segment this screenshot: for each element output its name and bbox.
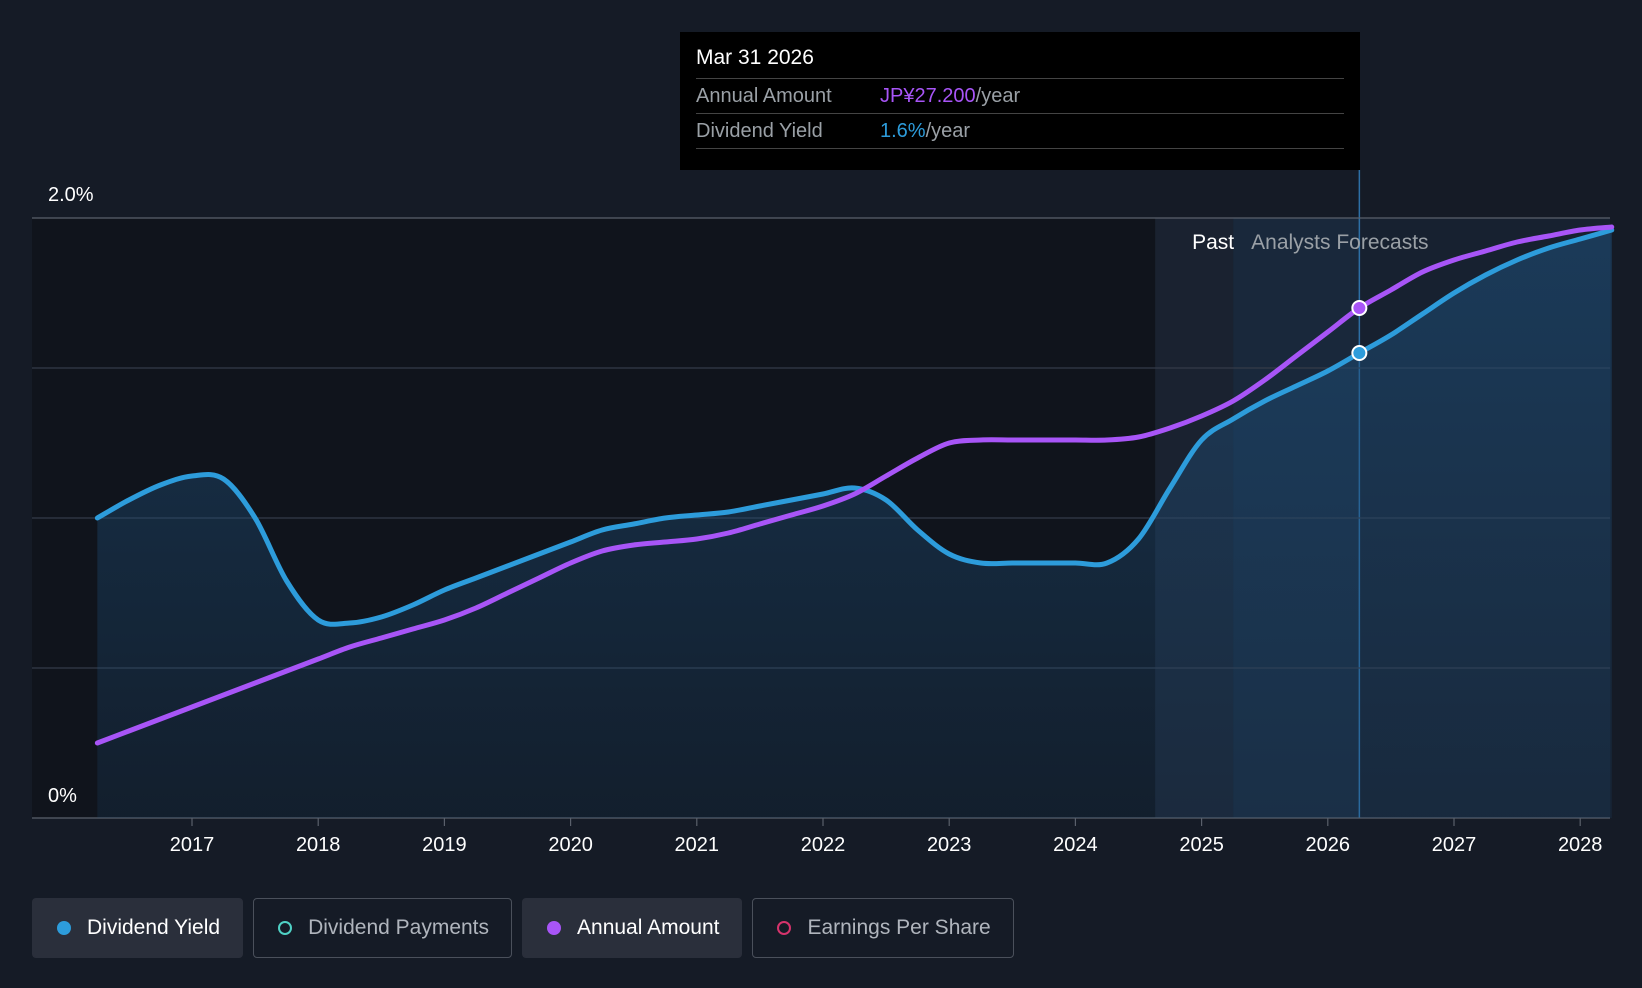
legend-dividend-payments-label: Dividend Payments: [308, 916, 490, 939]
y-tick-label: 2.0%: [48, 184, 94, 206]
legend-dividend-yield-label: Dividend Yield: [87, 916, 221, 939]
legend-dividend-payments[interactable]: Dividend Payments: [253, 898, 513, 958]
legend-earnings-per-share-label: Earnings Per Share: [807, 916, 991, 939]
x-tick-label: 2018: [296, 834, 341, 856]
earnings-per-share-ring-icon: [777, 921, 792, 935]
dividend-yield-area: [97, 230, 1612, 818]
past-label: Past: [1192, 231, 1234, 254]
legend-earnings-per-share[interactable]: Earnings Per Share: [752, 898, 1014, 958]
x-tick-label: 2024: [1053, 834, 1098, 856]
x-tick-label: 2028: [1558, 834, 1603, 856]
dividend-yield-dot-icon: [57, 921, 71, 935]
x-tick-label: 2021: [675, 834, 720, 856]
legend-annual-amount[interactable]: Annual Amount: [522, 898, 743, 958]
legend-annual-amount-label: Annual Amount: [577, 916, 720, 939]
annual-amount-dot-icon: [547, 921, 562, 935]
tooltip-row-dividend-yield: Dividend Yield 1.6% /year: [696, 114, 1344, 149]
legend-dividend-yield[interactable]: Dividend Yield: [32, 898, 244, 958]
dividend-yield-marker: [1351, 345, 1368, 361]
tooltip-yield-label: Dividend Yield: [696, 120, 823, 142]
x-tick-label: 2017: [170, 834, 215, 856]
tooltip: Mar 31 2026 Annual Amount JP¥27.200 /yea…: [680, 32, 1360, 170]
tooltip-row-annual-amount: Annual Amount JP¥27.200 /year: [696, 79, 1344, 114]
x-tick-label: 2019: [422, 834, 467, 856]
x-tick-label: 2023: [927, 834, 972, 856]
x-tick-label: 2027: [1432, 834, 1477, 856]
annual-amount-marker: [1351, 300, 1368, 316]
x-tick-label: 2026: [1306, 834, 1351, 856]
x-tick-label: 2025: [1179, 834, 1224, 856]
x-tick-label: 2022: [801, 834, 846, 856]
tooltip-annual-unit: /year: [975, 85, 1021, 107]
dividend-payments-ring-icon: [278, 921, 293, 935]
tooltip-yield-value: 1.6%: [880, 120, 926, 142]
tooltip-annual-label: Annual Amount: [696, 85, 832, 107]
tooltip-yield-unit: /year: [925, 120, 971, 142]
tooltip-date: Mar 31 2026: [696, 46, 1344, 79]
tooltip-annual-value: JP¥27.200: [880, 85, 976, 107]
x-tick-label: 2020: [548, 834, 593, 856]
legend: Dividend Yield Dividend Payments Annual …: [32, 898, 1014, 958]
y-tick-label: 0%: [48, 785, 77, 807]
analysts-forecasts-label: Analysts Forecasts: [1251, 231, 1428, 254]
